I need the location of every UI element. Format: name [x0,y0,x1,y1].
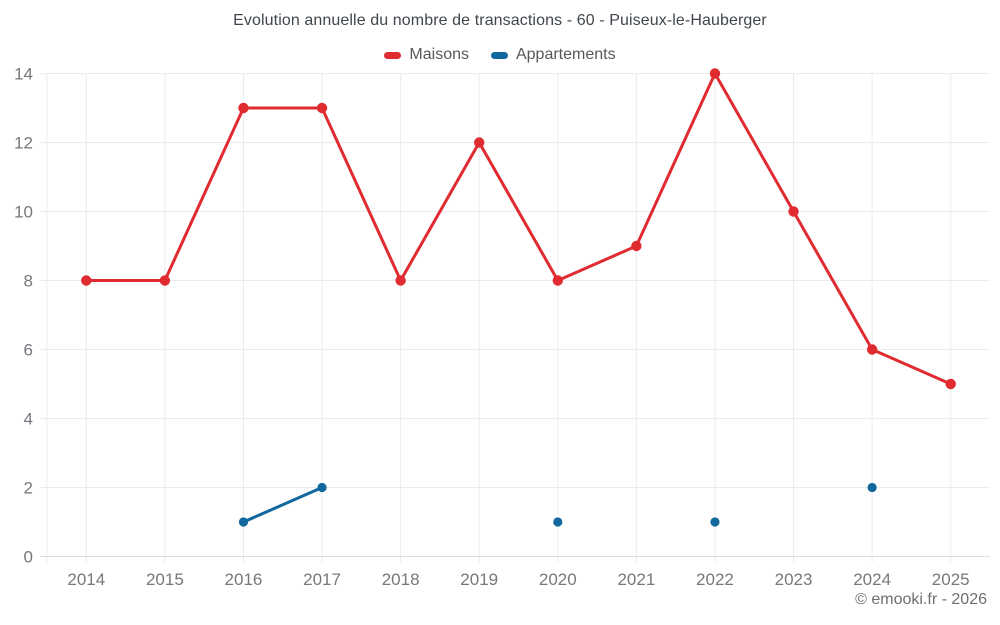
y-axis-tick-label: 6 [24,341,33,360]
data-point-maisons-2020 [552,275,563,286]
copyright-credit: © emooki.fr - 2026 [855,591,987,608]
y-axis-tick-label: 4 [24,410,33,429]
y-axis-tick-label: 10 [14,203,33,222]
x-axis-tick-label: 2025 [932,570,970,589]
data-point-maisons-2015 [159,275,171,286]
series-line-appartements [241,486,324,524]
x-axis-tick-label: 2014 [67,570,105,589]
x-axis-tick-label: 2023 [775,570,813,589]
data-point-appartements-2022 [710,517,720,527]
chart-title: Evolution annuelle du nombre de transact… [233,12,767,29]
maisons-legend-label: Maisons [409,46,469,63]
y-axis-tick-label: 8 [24,272,33,291]
x-axis-tick-label: 2021 [617,570,655,589]
data-point-maisons-2021 [631,240,642,252]
data-point-maisons-2018 [395,275,406,286]
x-axis-tick-label: 2018 [382,570,420,589]
data-point-maisons-2019 [474,137,485,148]
y-axis-tick-label: 2 [24,479,33,498]
series-line-maisons [84,72,953,386]
data-point-appartements-2020 [553,517,563,527]
chart-legend: Maisons Appartements [0,46,1000,64]
data-point-maisons-2025 [945,378,956,390]
x-axis-tick-label: 2020 [539,570,577,589]
appartements-legend-label: Appartements [515,46,616,63]
x-axis-tick-label: 2022 [696,570,734,589]
data-point-appartements-2024 [867,482,877,493]
legend-item-appartements[interactable]: Appartements [490,46,616,64]
appartements-legend-swatch-icon [490,51,508,59]
x-axis-tick-label: 2016 [225,570,263,589]
data-point-maisons-2014 [81,275,92,286]
legend-item-maisons[interactable]: Maisons [384,46,469,64]
data-point-maisons-2023 [788,206,799,217]
data-point-maisons-2016 [238,102,249,114]
data-point-maisons-2024 [866,344,878,355]
y-axis-tick-label: 0 [24,548,33,567]
x-axis-tick-label: 2024 [853,570,891,589]
data-point-maisons-2017 [316,102,328,114]
y-axis-tick-label: 12 [14,134,33,153]
data-point-appartements-2016 [238,517,249,527]
x-axis-tick-label: 2015 [146,570,184,589]
x-axis-tick-label: 2019 [460,570,498,589]
x-axis-tick-label: 2017 [303,570,341,589]
y-axis-tick-label: 14 [14,65,33,84]
data-point-appartements-2017 [317,482,327,493]
maisons-legend-swatch-icon [384,51,402,59]
data-point-maisons-2022 [709,68,721,79]
